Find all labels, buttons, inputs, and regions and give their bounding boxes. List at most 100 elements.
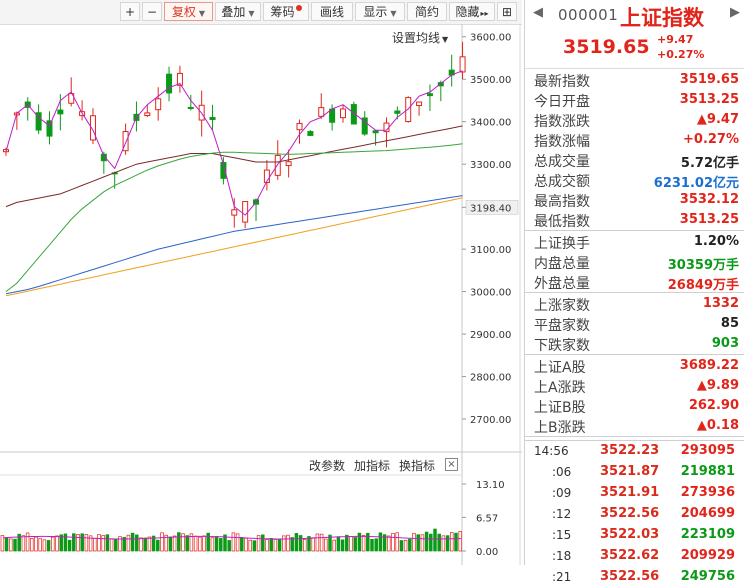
stat-label: 最新指数 xyxy=(534,74,590,90)
separator xyxy=(525,440,744,441)
chouma-label: 筹码 xyxy=(270,5,295,19)
stat-row: 上证B股 262.90 xyxy=(525,396,744,416)
candle-body xyxy=(89,115,96,141)
ma-line-long xyxy=(5,197,463,297)
xianshi-dropdown[interactable]: 显示 ▼ xyxy=(355,2,405,21)
fuquan-dropdown[interactable]: 复权 ▼ xyxy=(164,2,213,21)
candle-body xyxy=(68,93,75,104)
volume-bar xyxy=(143,537,147,552)
volume-bar xyxy=(336,536,341,552)
stat-label: 上A涨跌 xyxy=(534,380,586,396)
volume-bar xyxy=(441,535,446,552)
volume-bar xyxy=(72,533,76,552)
stat-value: ▲9.47 xyxy=(696,112,739,127)
tick-row: 14:56 3522.23 293095 xyxy=(525,442,744,461)
volume-bar xyxy=(223,534,227,552)
separator xyxy=(525,354,744,355)
candle-body xyxy=(350,104,357,125)
volume-bar xyxy=(433,528,437,552)
stat-label: 上证A股 xyxy=(534,360,586,376)
volume-tick-label: 6.57 xyxy=(476,513,498,524)
volume-bar xyxy=(231,532,236,552)
candle-body xyxy=(318,107,325,117)
zoom-in-button[interactable]: + xyxy=(120,2,140,21)
tick-price: 3522.03 xyxy=(600,527,660,542)
price-tick-label: 3000.00 xyxy=(470,288,511,299)
separator xyxy=(525,436,744,437)
add-indicator-link[interactable]: 加指标 xyxy=(354,459,391,473)
volume-bar xyxy=(420,534,425,552)
close-icon[interactable]: × xyxy=(445,458,458,471)
candle-body xyxy=(57,109,64,115)
volume-bar xyxy=(303,539,307,552)
prev-stock-icon[interactable]: ◀ xyxy=(533,5,543,20)
swap-indicator-link[interactable]: 换指标 xyxy=(399,459,436,473)
stat-value: 3513.25 xyxy=(679,212,739,227)
stat-row: 上证换手 1.20% xyxy=(525,232,744,252)
volume-bar xyxy=(374,538,378,552)
volume-tick-label: 13.10 xyxy=(476,480,505,491)
volume-bar xyxy=(9,538,13,552)
zoom-out-button[interactable]: − xyxy=(142,2,162,21)
volume-bar xyxy=(324,538,328,552)
candle-body xyxy=(263,169,270,183)
volume-bar xyxy=(172,535,177,552)
candle-body xyxy=(242,201,249,223)
separator xyxy=(525,292,744,293)
stat-label: 内盘总量 xyxy=(534,256,590,272)
volume-bar xyxy=(114,538,118,552)
expand-button[interactable]: ⊞ xyxy=(497,2,517,21)
kline-chart[interactable]: 3600.00 3500.00 3400.00 3300.00 3198.40 3100.… xyxy=(0,24,522,565)
volume-bar xyxy=(122,537,126,552)
volume-bar xyxy=(210,537,215,552)
kline-chart-svg: 3600.00 3500.00 3400.00 3300.00 3198.40 3100.… xyxy=(0,24,522,565)
stat-value: 3519.65 xyxy=(679,72,739,87)
volume-bar xyxy=(277,539,282,552)
stat-label: 最高指数 xyxy=(534,194,590,210)
volume-bar xyxy=(21,535,26,552)
volume-bar xyxy=(189,533,194,552)
change-params-link[interactable]: 改参数 xyxy=(309,459,346,473)
volume-bar xyxy=(105,534,110,552)
stat-label: 最低指数 xyxy=(534,214,590,230)
next-stock-icon[interactable]: ▶ xyxy=(730,5,740,20)
ma-line xyxy=(5,70,463,216)
diejia-dropdown[interactable]: 叠加 ▼ xyxy=(215,2,261,21)
volume-bar xyxy=(437,533,441,552)
candle-body xyxy=(231,209,238,216)
volume-bar xyxy=(93,537,97,552)
stat-row: 上涨家数 1332 xyxy=(525,294,744,314)
diejia-label: 叠加 xyxy=(221,5,246,19)
volume-bar xyxy=(38,538,42,552)
volume-bar xyxy=(353,537,357,552)
candle-body xyxy=(209,116,216,120)
stat-label: 上B涨跌 xyxy=(534,420,586,436)
huaxian-button[interactable]: 画线 xyxy=(311,2,353,21)
volume-bar xyxy=(429,533,433,552)
jianyue-label: 简约 xyxy=(414,5,439,19)
price-tick-label: 3400.00 xyxy=(470,118,511,129)
price-tick-label: 3500.00 xyxy=(470,75,511,86)
tick-time: :12 xyxy=(552,507,572,521)
stat-row: 内盘总量 30359万手 xyxy=(525,252,744,273)
volume-bar xyxy=(357,532,362,552)
jianyue-button[interactable]: 简约 xyxy=(407,2,447,21)
volume-bar xyxy=(454,532,458,552)
volume-bar xyxy=(366,532,370,552)
volume-bar xyxy=(202,535,206,552)
volume-bar xyxy=(177,532,181,552)
volume-bar xyxy=(261,534,265,552)
volume-bar xyxy=(412,532,416,552)
volume-bar xyxy=(160,532,164,552)
stat-value: 3532.12 xyxy=(679,192,739,207)
volume-bar xyxy=(328,534,332,552)
yincang-button[interactable]: 隐藏▸▸ xyxy=(449,2,495,21)
stat-row: 上A涨跌 ▲9.89 xyxy=(525,376,744,396)
caret-down-icon: ▼ xyxy=(248,9,255,18)
volume-bar xyxy=(319,533,324,552)
volume-bar xyxy=(156,539,160,552)
chouma-button[interactable]: 筹码 xyxy=(263,2,309,21)
setting-ma-dropdown[interactable]: 设置均线 ▼ xyxy=(392,29,448,46)
volume-bar xyxy=(403,540,408,552)
